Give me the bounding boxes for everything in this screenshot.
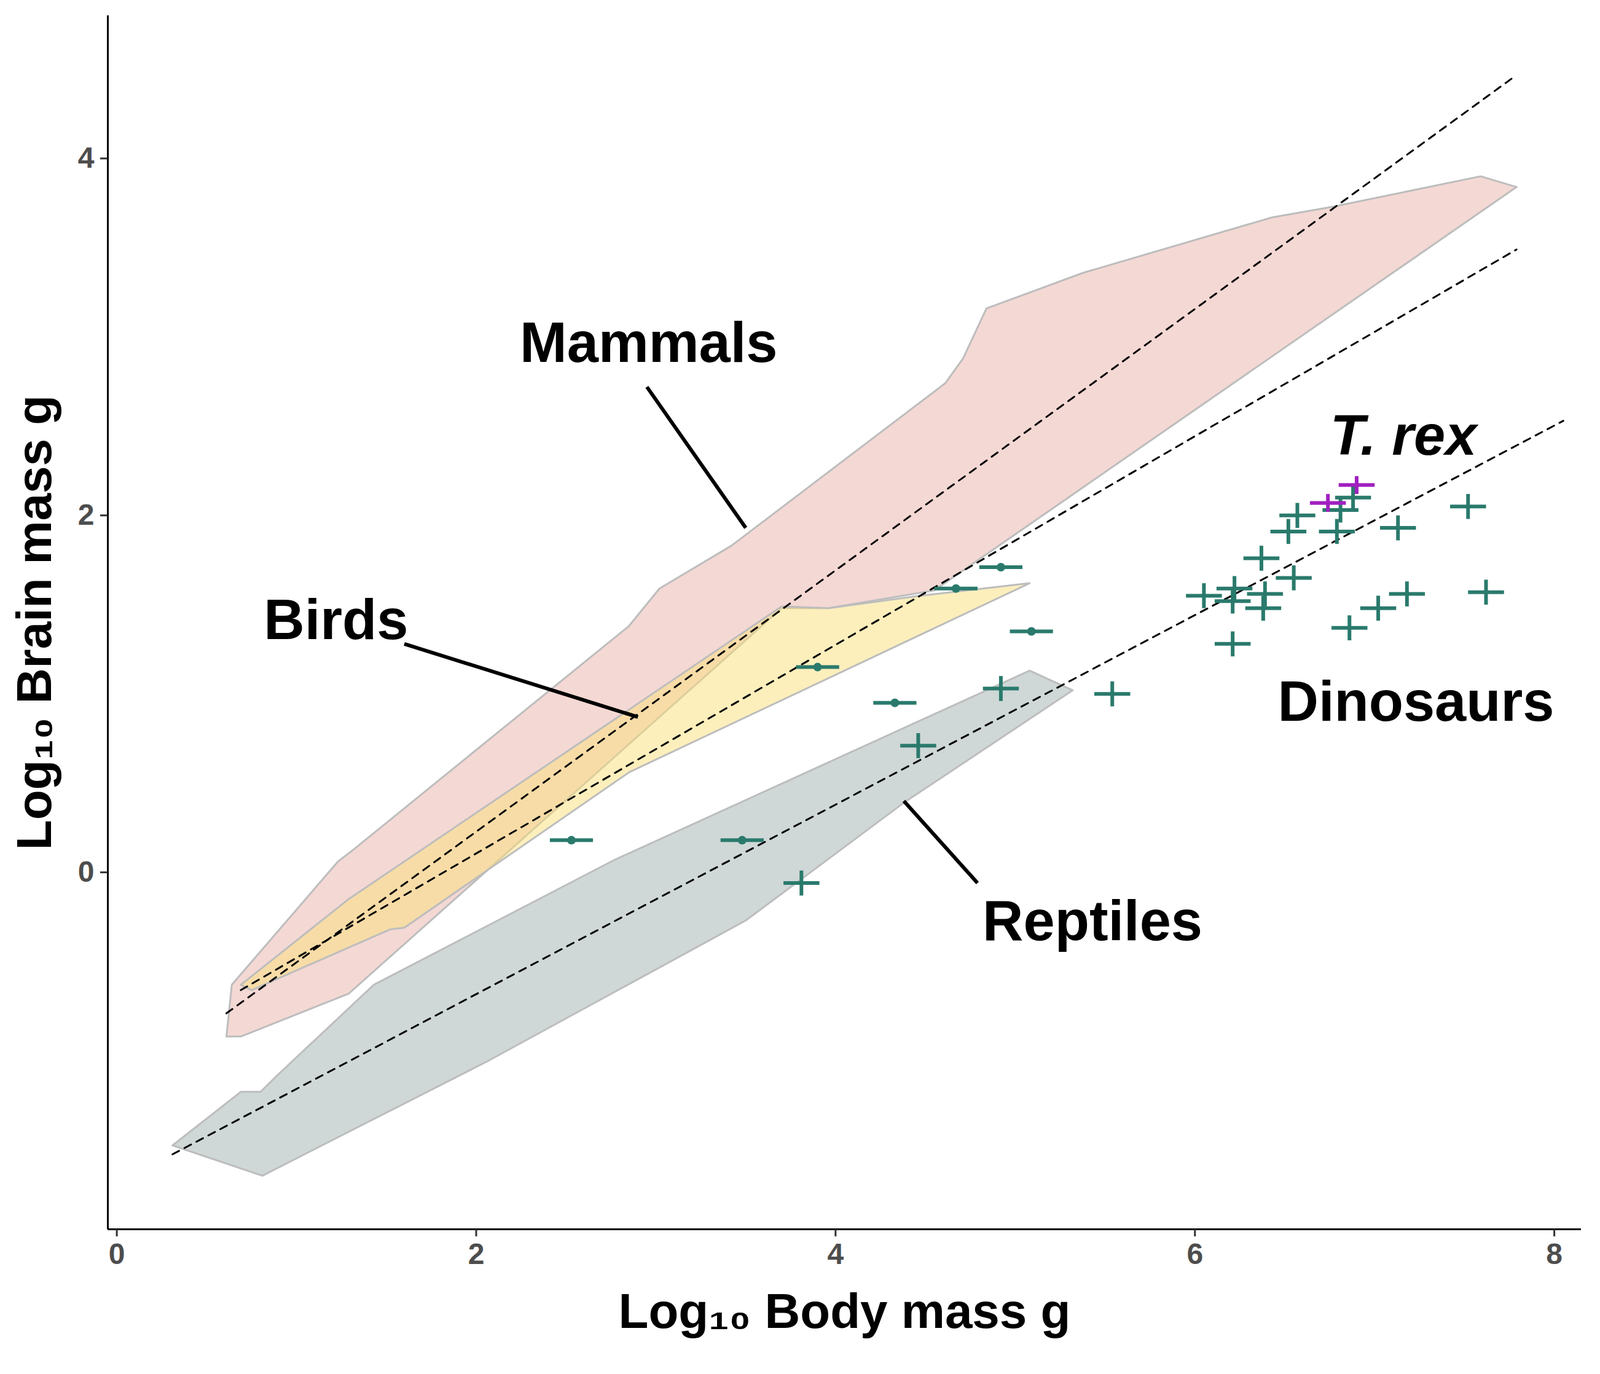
svg-text:0: 0 bbox=[108, 1237, 126, 1271]
svg-text:T. rex: T. rex bbox=[1330, 403, 1479, 467]
svg-text:2: 2 bbox=[468, 1237, 485, 1271]
svg-text:4: 4 bbox=[827, 1237, 845, 1271]
svg-text:Mammals: Mammals bbox=[519, 310, 778, 374]
svg-text:Log₁₀ Brain mass g: Log₁₀ Brain mass g bbox=[6, 395, 62, 850]
svg-text:2: 2 bbox=[78, 498, 95, 531]
svg-text:Reptiles: Reptiles bbox=[982, 889, 1203, 952]
svg-text:0: 0 bbox=[78, 855, 95, 888]
svg-text:Birds: Birds bbox=[263, 588, 408, 651]
svg-text:Log₁₀ Body mass g: Log₁₀ Body mass g bbox=[618, 1283, 1071, 1339]
svg-text:6: 6 bbox=[1186, 1237, 1204, 1271]
svg-text:4: 4 bbox=[78, 141, 95, 174]
svg-text:Dinosaurs: Dinosaurs bbox=[1278, 669, 1555, 733]
svg-text:8: 8 bbox=[1545, 1237, 1563, 1271]
